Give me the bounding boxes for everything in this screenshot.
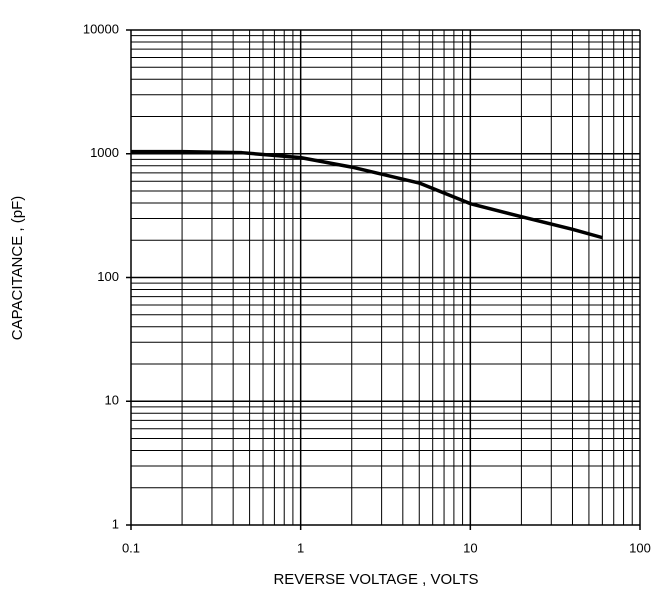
x-tick-label: 100 xyxy=(629,540,651,555)
x-tick-label: 1 xyxy=(297,540,304,555)
y-tick-label: 1000 xyxy=(90,145,119,160)
x-tick-label: 10 xyxy=(463,540,477,555)
y-axis-label: CAPACITANCE , (pF) xyxy=(9,196,26,340)
x-axis-label: REVERSE VOLTAGE , VOLTS xyxy=(273,571,478,588)
y-tick-label: 10 xyxy=(105,393,119,408)
y-tick-label: 100 xyxy=(97,269,119,284)
y-tick-label: 1 xyxy=(112,516,119,531)
data-line xyxy=(131,149,603,240)
x-tick-label: 0.1 xyxy=(122,540,140,555)
y-tick-label: 10000 xyxy=(83,21,119,36)
